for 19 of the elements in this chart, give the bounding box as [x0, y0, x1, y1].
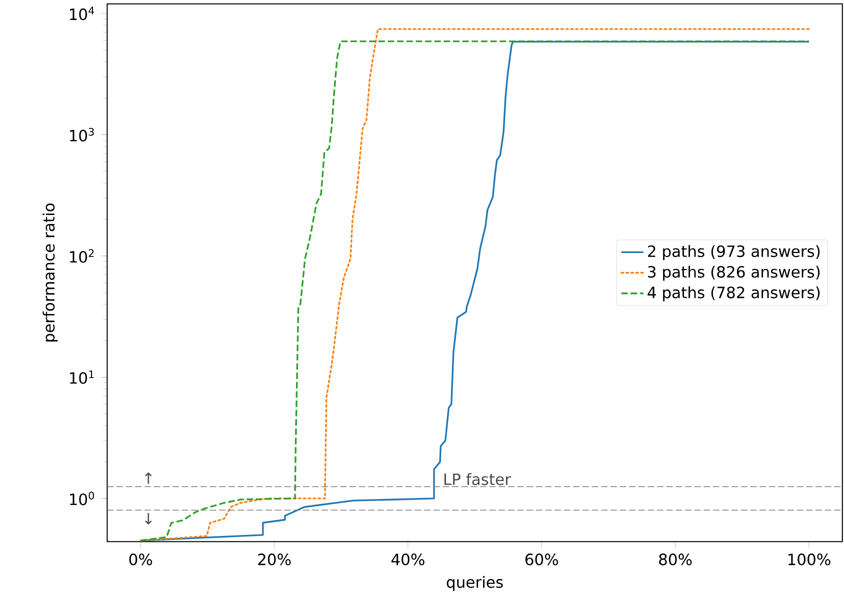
- legend-label: 4 paths (782 answers): [648, 286, 820, 302]
- y-tick-label: 10$^{4}$: [70, 6, 94, 20]
- x-axis-title: queries: [446, 576, 503, 592]
- legend-label: 2 paths (973 answers): [648, 245, 820, 260]
- y-tick-label: 10$^{2}$: [70, 249, 94, 263]
- x-tick-label: 40%: [391, 554, 424, 566]
- x-tick-label: 100%: [788, 554, 830, 566]
- legend-label: 3 paths (826 answers): [648, 266, 820, 281]
- x-tick-label: 0%: [129, 554, 152, 566]
- ref-line-label: LP faster: [444, 473, 511, 486]
- x-tick-label: 80%: [659, 554, 692, 566]
- annotation: ↑: [145, 472, 152, 484]
- y-axis-title: performance ratio: [42, 204, 58, 342]
- y-tick-label: 10$^{0}$: [70, 492, 94, 506]
- x-tick-label: 60%: [525, 554, 558, 566]
- x-tick-label: 20%: [258, 554, 291, 566]
- y-tick-label: 10$^{1}$: [70, 370, 94, 384]
- annotation: ↓: [145, 513, 152, 525]
- y-tick-label: 10$^{3}$: [70, 128, 94, 142]
